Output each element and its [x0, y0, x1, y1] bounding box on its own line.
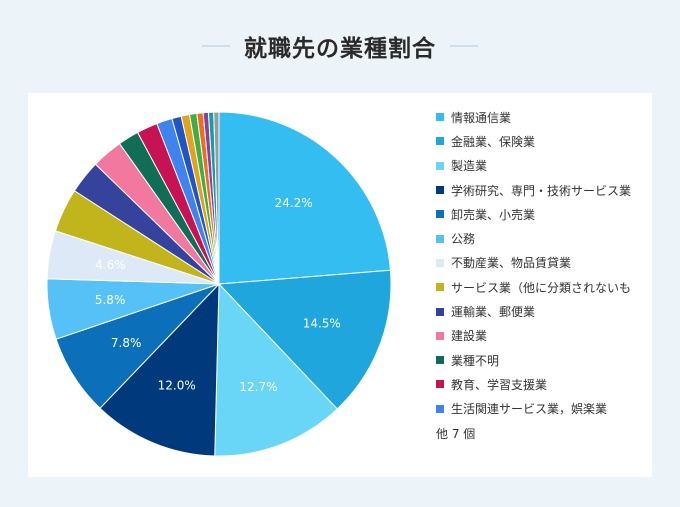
pie-chart: 24.2% 14.5% 12.7% 12.0% 7.8% 5.8% 4.6%	[46, 111, 392, 457]
legend-swatch	[436, 380, 444, 389]
legend-label: 建設業	[451, 329, 488, 344]
legend-swatch	[436, 161, 444, 170]
slice-value-label: 7.8%	[111, 336, 142, 350]
chart-legend: 情報通信業金融業、保険業 製造業学術研究、専門・技術サービス業 卸売業、小売業 公務不…	[436, 105, 631, 445]
title-decoration-left	[202, 45, 230, 47]
legend-item[interactable]: 生活関連サービス業，娯楽業	[436, 397, 631, 421]
legend-label: 運輸業、郵便業	[451, 305, 536, 320]
pie-slice-0[interactable]	[218, 111, 391, 285]
legend-item[interactable]: 公務	[436, 226, 631, 250]
slice-value-label: 12.0%	[158, 379, 196, 393]
legend-swatch	[436, 283, 444, 292]
legend-swatch	[436, 356, 444, 365]
legend-swatch	[436, 258, 444, 267]
legend-swatch	[436, 307, 444, 316]
slice-value-label: 12.7%	[239, 380, 277, 394]
legend-label: 不動産業、物品賃貸業	[451, 256, 572, 271]
legend-label: 情報通信業	[451, 110, 512, 125]
legend-more-items[interactable]: 他 7 個	[436, 426, 476, 441]
pie-slice-2[interactable]	[214, 282, 338, 457]
legend-item[interactable]: 業種不明	[436, 348, 631, 372]
legend-item[interactable]: 卸売業、小売業	[436, 202, 631, 226]
legend-swatch	[436, 234, 444, 243]
legend-item[interactable]: 教育、学習支援業	[436, 372, 631, 396]
legend-label: 教育、学習支援業	[451, 377, 548, 392]
legend-item[interactable]: 建設業	[436, 324, 631, 348]
legend-swatch	[436, 186, 444, 195]
title-decoration-right	[450, 45, 478, 47]
page-title: 就職先の業種割合	[244, 36, 436, 62]
legend-item[interactable]: 製造業	[436, 154, 631, 178]
slice-value-label: 14.5%	[303, 316, 341, 330]
legend-item[interactable]: 情報通信業	[436, 105, 631, 129]
legend-label: 製造業	[451, 159, 488, 174]
legend-item[interactable]: 不動産業、物品賃貸業	[436, 251, 631, 275]
legend-item[interactable]: 運輸業、郵便業	[436, 299, 631, 323]
legend-label: 生活関連サービス業，娯楽業	[451, 402, 608, 417]
legend-swatch	[436, 113, 444, 122]
legend-label: 業種不明	[451, 353, 500, 368]
legend-item[interactable]: サービス業（他に分類されないも	[436, 275, 631, 299]
legend-label: 学術研究、専門・技術サービス業	[451, 183, 632, 198]
legend-label: 公務	[451, 232, 476, 247]
legend-item[interactable]: 学術研究、専門・技術サービス業	[436, 178, 631, 202]
slice-value-label: 4.6%	[95, 258, 126, 272]
legend-swatch	[436, 404, 444, 413]
legend-item[interactable]: 金融業、保険業	[436, 129, 631, 153]
pie-slice-other-6[interactable]	[213, 111, 220, 285]
chart-panel: 24.2% 14.5% 12.7% 12.0% 7.8% 5.8% 4.6% 情報通信業金融…	[28, 93, 652, 477]
legend-swatch	[436, 137, 444, 146]
pie-slice-3[interactable]	[99, 282, 220, 457]
legend-label: サービス業（他に分類されないも	[451, 280, 632, 295]
legend-label: 卸売業、小売業	[451, 207, 536, 222]
legend-swatch	[436, 331, 444, 340]
pie-slice-1[interactable]	[217, 269, 392, 410]
legend-swatch	[436, 210, 444, 219]
legend-label: 金融業、保険業	[451, 134, 536, 149]
chart-title-area: 就職先の業種割合	[0, 26, 680, 66]
slice-value-label: 5.8%	[95, 293, 126, 307]
slice-value-label: 24.2%	[275, 196, 313, 210]
